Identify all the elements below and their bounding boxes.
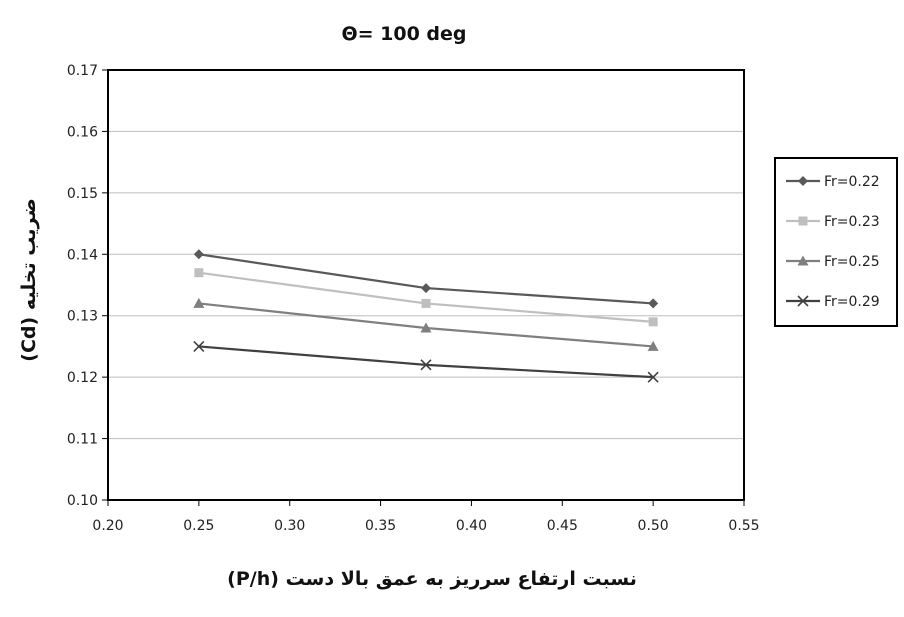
legend-label: Fr=0.25 — [824, 254, 880, 270]
x-axis-title: نسبت ارتفاع سرریز به عمق بالا دست (P/h) — [227, 568, 637, 590]
x-tick-label: 0.35 — [365, 518, 396, 534]
y-tick-label: 0.17 — [67, 63, 98, 79]
legend-item: Fr=0.23 — [786, 214, 880, 230]
series-Fr=0.29 — [193, 340, 659, 383]
legend-label: Fr=0.29 — [824, 294, 880, 310]
x-tick-label: 0.45 — [547, 518, 578, 534]
legend-marker — [797, 255, 809, 266]
legend: Fr=0.22 Fr=0.23 Fr=0.25 Fr=0.29 — [774, 157, 898, 327]
data-point — [421, 283, 431, 294]
data-point — [194, 268, 204, 278]
series-layer — [193, 249, 659, 383]
series-Fr=0.25 — [193, 297, 659, 351]
legend-item: Fr=0.22 — [786, 174, 880, 190]
x-tick-label: 0.50 — [638, 518, 669, 534]
chart-title: Θ= 100 deg — [341, 23, 466, 45]
legend-marker — [797, 295, 809, 307]
x-tick-label: 0.30 — [274, 518, 305, 534]
y-tick-label: 0.13 — [67, 309, 98, 325]
legend-box — [774, 157, 898, 327]
x-tick-label: 0.40 — [456, 518, 487, 534]
y-tick-label: 0.12 — [67, 370, 98, 386]
data-point — [420, 322, 432, 333]
x-tick-label: 0.20 — [92, 518, 123, 534]
legend-item: Fr=0.29 — [786, 294, 880, 310]
data-point — [193, 249, 204, 260]
legend-label: Fr=0.23 — [824, 214, 880, 230]
series-Fr=0.23 — [194, 268, 658, 327]
grid-lines — [108, 130, 744, 440]
y-tick-label: 0.10 — [67, 493, 98, 509]
data-point — [193, 297, 205, 308]
series-Fr=0.22 — [193, 249, 659, 309]
series-line — [198, 253, 654, 305]
data-point — [648, 317, 658, 327]
y-tick-label: 0.11 — [67, 432, 98, 448]
legend-marker — [798, 216, 808, 226]
y-tick-label: 0.14 — [67, 247, 98, 263]
legend-item: Fr=0.25 — [786, 254, 880, 270]
data-point — [647, 371, 659, 383]
series-line — [198, 271, 654, 323]
legend-label: Fr=0.22 — [824, 174, 880, 190]
plot-area-frame — [107, 69, 745, 501]
data-point — [647, 340, 659, 351]
x-tick-label: 0.25 — [183, 518, 214, 534]
y-axis-ticks: 0.10 0.11 0.12 0.13 0.14 0.15 0.16 0.17 — [67, 63, 108, 509]
y-tick-label: 0.16 — [67, 124, 98, 140]
legend-marker — [798, 176, 808, 186]
data-point — [420, 359, 432, 371]
y-axis-title: ضریب تخلیه (Cd) — [18, 198, 40, 361]
y-tick-label: 0.15 — [67, 186, 98, 202]
series-line — [198, 345, 654, 379]
data-point — [421, 298, 431, 308]
x-tick-label: 0.55 — [728, 518, 759, 534]
data-point — [648, 298, 659, 309]
x-axis-ticks: 0.20 0.25 0.30 0.35 0.40 0.45 0.50 0.55 — [92, 500, 760, 534]
data-point — [193, 340, 205, 352]
